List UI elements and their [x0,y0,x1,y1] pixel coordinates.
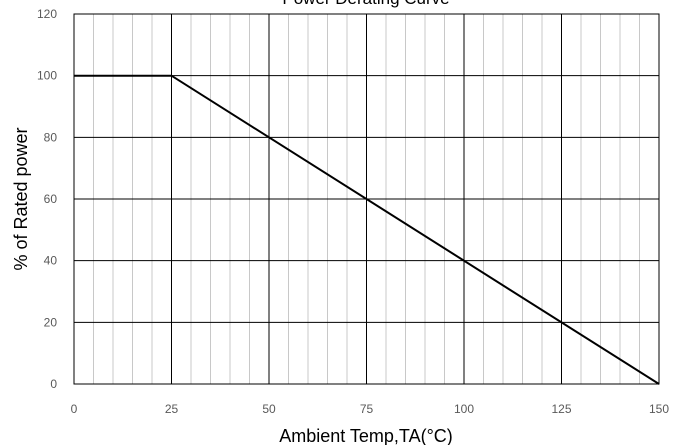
y-tick-label: 0 [50,377,57,391]
x-axis-title: Ambient Temp,TA(°C) [279,426,453,445]
x-tick-label: 125 [551,402,571,416]
chart-title: Power Derating Curve [282,0,449,8]
series-layer [74,74,660,385]
y-tick-label: 80 [44,130,58,144]
y-tick-label: 100 [37,69,57,83]
series-line [74,74,660,385]
x-tick-label: 25 [165,402,179,416]
y-axis-title: % of Rated power [11,127,31,270]
y-tick-label: 20 [44,315,58,329]
y-tick-label: 40 [44,254,58,268]
x-tick-label: 0 [71,402,78,416]
x-tick-label: 50 [262,402,276,416]
x-tick-label: 150 [649,402,669,416]
y-tick-label: 120 [37,7,57,21]
x-tick-label: 100 [454,402,474,416]
x-tick-label: 75 [360,402,374,416]
x-tick-labels: 0 25 50 75 100 125 150 [71,402,670,416]
y-tick-label: 60 [44,192,58,206]
plot-border [73,13,660,385]
y-tick-labels: 0 20 40 60 80 100 120 [37,7,57,391]
